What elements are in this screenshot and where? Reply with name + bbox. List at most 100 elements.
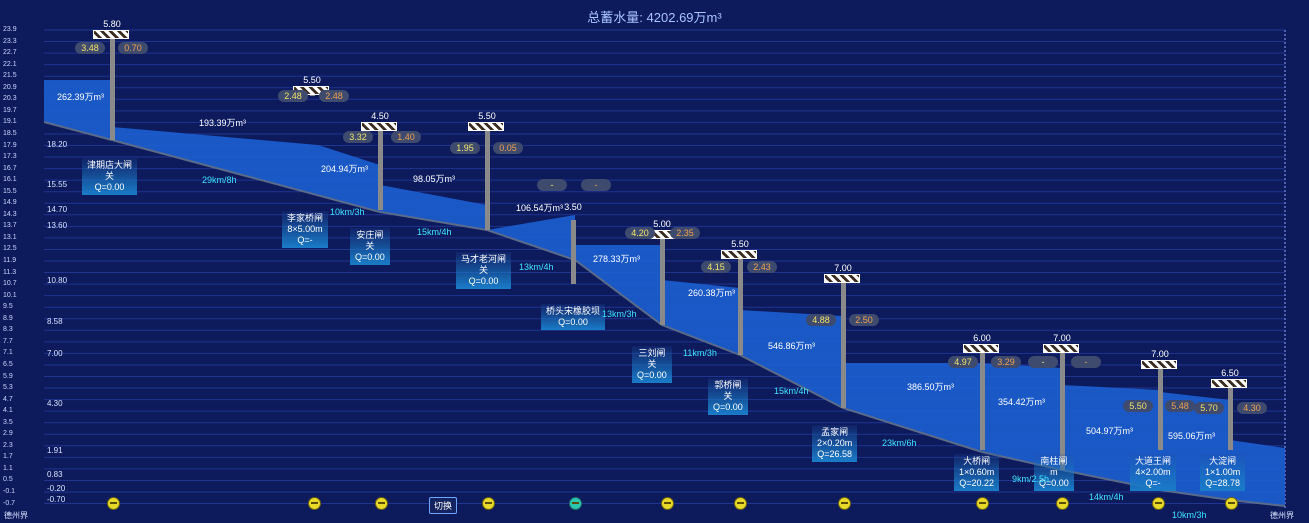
y-tick-label: 18.5 (3, 129, 17, 137)
gate-pole (660, 237, 665, 325)
travel-speed-label: 9km/2.5h (1012, 474, 1050, 484)
water-segment (380, 185, 487, 230)
left-boundary-label: 德州界 (4, 511, 28, 520)
gate-height-label: 3.50 (564, 202, 582, 212)
gate-info-box[interactable]: 南柱闸 m Q=0.00 (1034, 454, 1074, 491)
gate-info-line: Q=0.00 (637, 370, 667, 380)
upstream-level-pill: 4.88 (806, 314, 836, 326)
dam-marker-icon[interactable] (569, 497, 582, 510)
volume-label: 354.42万m³ (998, 397, 1046, 407)
gate-info-box[interactable]: 马才老河闸关 Q=0.00 (456, 252, 512, 289)
travel-speed-label: 11km/3h (683, 348, 717, 358)
level-label: -0.70 (47, 495, 66, 504)
gate-pole (1060, 351, 1065, 470)
gate-info-line: Q=20.22 (959, 478, 995, 488)
gate-info-line: 孟家闸 (821, 427, 849, 437)
volume-label: 504.97万m³ (1086, 426, 1134, 436)
gate-info-line: 大道王闸 (1135, 456, 1172, 466)
y-tick-label: 13.7 (3, 222, 17, 230)
travel-speed-label: 10km/3h (330, 207, 365, 217)
gate-info-line: 李家桥闸 (287, 213, 324, 223)
downstream-level-pill: 3.29 (991, 356, 1021, 368)
y-tick-label: 0.5 (3, 476, 13, 484)
gate-info-box[interactable]: 郭桥闸关 Q=0.00 (708, 378, 748, 415)
gate-cap (824, 274, 860, 283)
upstream-level-pill: - (1028, 356, 1058, 368)
gate-info-box[interactable]: 孟家闸 2×0.20m Q=26.58 (812, 425, 858, 462)
gate-cap (361, 122, 397, 131)
switch-button[interactable]: 切换 (429, 497, 458, 514)
water-segment (843, 363, 982, 452)
y-tick-label: 2.3 (3, 441, 13, 449)
gate-info-line: Q=- (1145, 478, 1161, 488)
gate-height-label: 5.50 (731, 239, 749, 249)
total-storage-value: 4202.69万m³ (646, 10, 722, 25)
level-label: 8.58 (47, 317, 63, 326)
gate-height-label: 5.80 (103, 19, 121, 29)
gate-marker-icon[interactable] (838, 497, 851, 510)
gate-info-box[interactable]: 李家桥闸 8×5.00m Q=- (282, 211, 329, 248)
y-tick-label: 13.1 (3, 233, 17, 241)
gate-height-label: 7.00 (1053, 333, 1071, 343)
upstream-level-pill: 5.70 (1194, 402, 1224, 414)
travel-speed-label: 15km/4h (417, 227, 452, 237)
upstream-level-pill: 3.48 (75, 42, 105, 54)
gate-height-label: 7.00 (834, 263, 852, 273)
gate-info-line: 2×0.20m (817, 438, 853, 448)
y-tick-label: 5.3 (3, 384, 13, 392)
level-label: 14.70 (47, 205, 68, 214)
y-tick-label: 4.7 (3, 395, 13, 403)
upstream-level-pill: 5.50 (1123, 400, 1153, 412)
gate-info-line: 大桥闸 (963, 456, 991, 466)
gate-pole (738, 257, 743, 355)
volume-label: 546.86万m³ (768, 341, 816, 351)
y-tick-label: 20.9 (3, 83, 17, 91)
downstream-level-pill: 4.30 (1237, 402, 1267, 414)
downstream-level-pill: 2.48 (319, 90, 349, 102)
gate-marker-icon[interactable] (482, 497, 495, 510)
gate-height-label: 5.50 (478, 111, 496, 121)
gate-marker-icon[interactable] (1225, 497, 1238, 510)
gate-marker-icon[interactable] (107, 497, 120, 510)
gate-marker-icon[interactable] (976, 497, 989, 510)
gate-info-line: 8×5.00m (287, 224, 323, 234)
volume-label: 260.38万m³ (688, 288, 736, 298)
water-segment (487, 215, 575, 260)
gate-info-box[interactable]: 安庄闸关 Q=0.00 (350, 228, 390, 265)
y-tick-label: 12.5 (3, 245, 17, 253)
gate-info-box[interactable]: 桥头宋橡胶坝 Q=0.00 (541, 304, 606, 330)
y-tick-label: 16.7 (3, 164, 17, 172)
gate-info-line: Q=26.58 (817, 449, 853, 459)
gate-info-box[interactable]: 三刘闸关 Q=0.00 (632, 346, 672, 383)
gate-marker-icon[interactable] (308, 497, 321, 510)
gate-marker-icon[interactable] (375, 497, 388, 510)
downstream-level-pill: 2.35 (670, 227, 700, 239)
gate-info-line: 关 (479, 265, 489, 275)
gate-info-box[interactable]: 大淀闸 1×1.00m Q=28.78 (1200, 454, 1246, 491)
gate-info-line: Q=0.00 (713, 402, 743, 412)
water-segment (982, 363, 1062, 470)
gate-info-line: Q=- (297, 235, 313, 245)
gate-info-line: 津期店大闸 (87, 160, 133, 170)
gate-info-line: 桥头宋橡胶坝 (546, 306, 601, 316)
gate-info-box[interactable]: 大桥闸 1×0.60m Q=20.22 (954, 454, 1000, 491)
gate-marker-icon[interactable] (1056, 497, 1069, 510)
y-tick-label: 2.9 (3, 430, 13, 438)
gate-info-box[interactable]: 大道王闸 4×2.00m Q=- (1130, 454, 1177, 491)
downstream-level-pill: 2.43 (747, 261, 777, 273)
downstream-level-pill: - (581, 179, 611, 191)
gate-marker-icon[interactable] (1152, 497, 1165, 510)
volume-label: 98.05万m³ (413, 174, 456, 184)
gate-marker-icon[interactable] (661, 497, 674, 510)
gate-info-box[interactable]: 津期店大闸关 Q=0.00 (82, 158, 138, 195)
gate-info-line: 大淀闸 (1209, 456, 1237, 466)
y-tick-label: 21.5 (3, 72, 17, 80)
level-label: 18.20 (47, 140, 68, 149)
volume-label: 386.50万m³ (907, 382, 955, 392)
y-tick-label: 1.7 (3, 453, 13, 461)
gate-marker-icon[interactable] (734, 497, 747, 510)
y-tick-label: 22.7 (3, 49, 17, 57)
gate-pole (110, 37, 115, 140)
gate-cap (468, 122, 504, 131)
